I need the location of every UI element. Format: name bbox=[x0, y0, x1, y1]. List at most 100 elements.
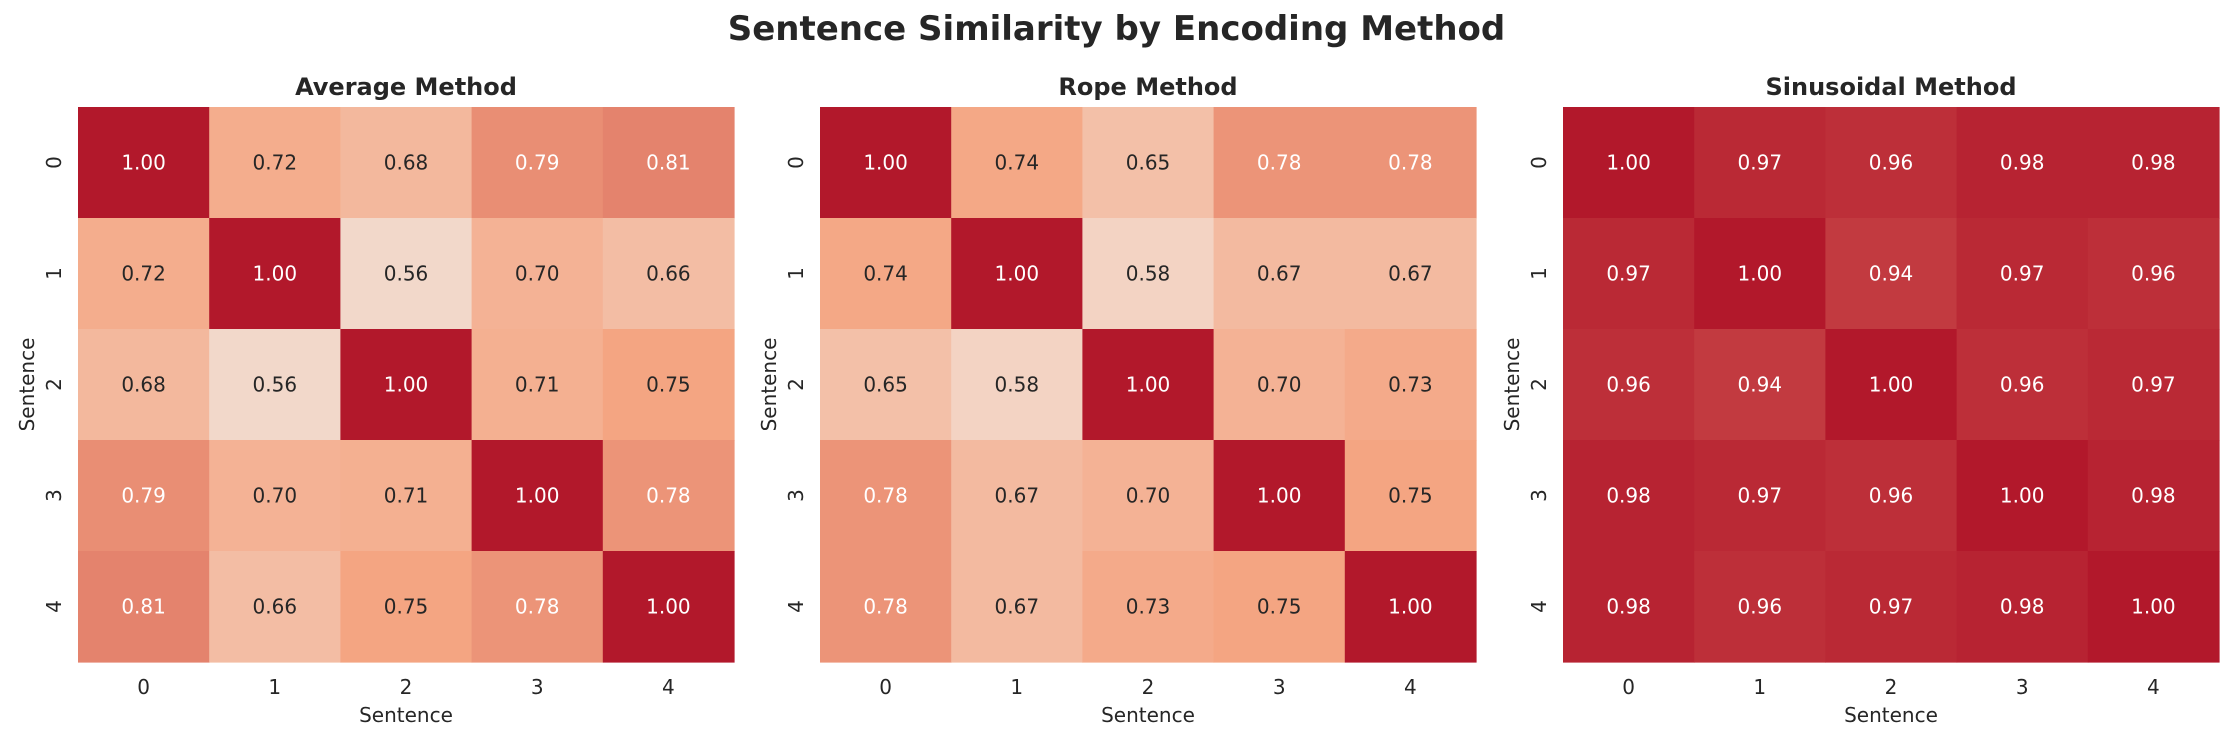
y-tick-label: 2 bbox=[784, 378, 808, 391]
heatmap-cell bbox=[1694, 329, 1826, 441]
heatmap-cell bbox=[1082, 329, 1215, 441]
heatmap-cell bbox=[209, 329, 341, 441]
x-tick-label: 3 bbox=[1273, 675, 1286, 699]
x-tick-label: 1 bbox=[1010, 675, 1023, 699]
heatmap-cell bbox=[209, 218, 341, 330]
cell-value-label: 1.00 bbox=[995, 262, 1040, 286]
heatmap-cell bbox=[340, 218, 473, 330]
heatmap-cell bbox=[1213, 329, 1346, 441]
heatmap-panel-2: Sinusoidal Method 1.00 0.97 0.96 0.98 0.98 0.9… bbox=[1500, 73, 2220, 727]
cell-value-label: 1.00 bbox=[646, 595, 691, 619]
x-tick-label: 3 bbox=[2016, 675, 2029, 699]
heatmap-cell bbox=[2087, 329, 2220, 441]
x-axis-label: Sentence bbox=[1101, 703, 1195, 727]
heatmap-cell bbox=[602, 440, 735, 552]
cell-value-label: 1.00 bbox=[2131, 595, 2176, 619]
y-tick-label: 4 bbox=[784, 600, 808, 613]
heatmap-cell bbox=[1344, 218, 1477, 330]
heatmap-panel-0: Average Method 1.00 0.72 0.68 0.79 0.81 0.72 1.… bbox=[15, 73, 735, 727]
y-tick-label: 1 bbox=[42, 267, 66, 280]
x-tick-label: 0 bbox=[879, 675, 892, 699]
cell-value-label: 1.00 bbox=[1388, 595, 1433, 619]
x-tick-label: 4 bbox=[2147, 675, 2160, 699]
x-tick-label: 3 bbox=[531, 675, 544, 699]
cell-value-label: 0.70 bbox=[515, 262, 560, 286]
y-tick-label: 1 bbox=[784, 267, 808, 280]
heatmap-cell bbox=[1082, 551, 1215, 663]
cell-value-label: 0.94 bbox=[1869, 262, 1914, 286]
heatmap-cell bbox=[1344, 440, 1477, 552]
heatmap-panels: Average Method 1.00 0.72 0.68 0.79 0.81 0.72 1.… bbox=[15, 73, 2220, 727]
heatmap-cell bbox=[1213, 107, 1346, 219]
cell-value-label: 0.98 bbox=[2000, 151, 2045, 175]
y-tick-label: 4 bbox=[42, 600, 66, 613]
cell-value-label: 1.00 bbox=[1257, 484, 1302, 508]
cell-value-label: 0.96 bbox=[1869, 484, 1914, 508]
cell-value-label: 0.72 bbox=[253, 151, 298, 175]
cell-value-label: 0.67 bbox=[995, 595, 1040, 619]
cell-value-label: 0.97 bbox=[2131, 373, 2176, 397]
heatmap-cell bbox=[78, 107, 210, 219]
heatmap-cell bbox=[1825, 107, 1958, 219]
cell-value-label: 0.71 bbox=[515, 373, 560, 397]
heatmap-panel-1: Rope Method 1.00 0.74 0.65 0.78 0.78 0.74 1.00 0… bbox=[757, 73, 1477, 727]
heatmap-cell bbox=[602, 329, 735, 441]
heatmap-cell bbox=[340, 440, 473, 552]
x-tick-label: 1 bbox=[268, 675, 281, 699]
cell-value-label: 0.65 bbox=[863, 373, 908, 397]
cell-value-label: 0.96 bbox=[2131, 262, 2176, 286]
cell-value-label: 0.65 bbox=[1126, 151, 1171, 175]
cell-value-label: 0.98 bbox=[1606, 595, 1651, 619]
y-tick-label: 0 bbox=[42, 156, 66, 169]
cell-value-label: 0.78 bbox=[1388, 151, 1433, 175]
panel-title: Rope Method bbox=[1058, 73, 1237, 101]
heatmap-cell bbox=[1563, 551, 1695, 663]
x-tick-label: 0 bbox=[1622, 675, 1635, 699]
heatmap-cell bbox=[340, 329, 473, 441]
cell-value-label: 0.68 bbox=[121, 373, 166, 397]
cell-value-label: 0.58 bbox=[995, 373, 1040, 397]
heatmap-cell bbox=[1563, 440, 1695, 552]
cell-value-label: 0.70 bbox=[1257, 373, 1302, 397]
heatmap-cell bbox=[1825, 551, 1958, 663]
cell-value-label: 0.56 bbox=[253, 373, 298, 397]
heatmap-cell bbox=[471, 329, 604, 441]
heatmap-cell bbox=[820, 551, 952, 663]
cell-value-label: 0.97 bbox=[1606, 262, 1651, 286]
cell-value-label: 0.74 bbox=[863, 262, 908, 286]
cell-value-label: 0.98 bbox=[2131, 151, 2176, 175]
y-tick-label: 3 bbox=[1527, 489, 1551, 502]
heatmap-cell bbox=[471, 218, 604, 330]
cell-value-label: 1.00 bbox=[253, 262, 298, 286]
heatmap-cell bbox=[1082, 218, 1215, 330]
cell-value-label: 1.00 bbox=[2000, 484, 2045, 508]
cell-value-label: 0.81 bbox=[121, 595, 166, 619]
heatmap-cell bbox=[602, 218, 735, 330]
cell-value-label: 0.67 bbox=[1257, 262, 1302, 286]
cell-value-label: 1.00 bbox=[121, 151, 166, 175]
heatmap-cell bbox=[209, 440, 341, 552]
y-tick-label: 1 bbox=[1527, 267, 1551, 280]
cell-value-label: 1.00 bbox=[1869, 373, 1914, 397]
cell-value-label: 0.67 bbox=[1388, 262, 1433, 286]
cell-value-label: 0.94 bbox=[1738, 373, 1783, 397]
panel-title: Average Method bbox=[295, 73, 517, 101]
cell-value-label: 0.58 bbox=[1126, 262, 1171, 286]
cell-value-label: 1.00 bbox=[384, 373, 429, 397]
heatmap-cell bbox=[471, 440, 604, 552]
cell-value-label: 0.96 bbox=[1869, 151, 1914, 175]
cell-value-label: 0.68 bbox=[384, 151, 429, 175]
heatmap-cell bbox=[1825, 440, 1958, 552]
x-tick-label: 2 bbox=[1885, 675, 1898, 699]
heatmap-cell bbox=[1825, 329, 1958, 441]
cell-value-label: 0.75 bbox=[1388, 484, 1433, 508]
heatmap-cell bbox=[471, 107, 604, 219]
heatmap-cell bbox=[1825, 218, 1958, 330]
heatmap-cell bbox=[1563, 107, 1695, 219]
heatmap-cell bbox=[340, 551, 473, 663]
heatmap-cell bbox=[1344, 551, 1477, 663]
x-tick-label: 4 bbox=[662, 675, 675, 699]
cell-value-label: 1.00 bbox=[515, 484, 560, 508]
cell-value-label: 0.97 bbox=[1738, 151, 1783, 175]
x-tick-label: 2 bbox=[400, 675, 413, 699]
